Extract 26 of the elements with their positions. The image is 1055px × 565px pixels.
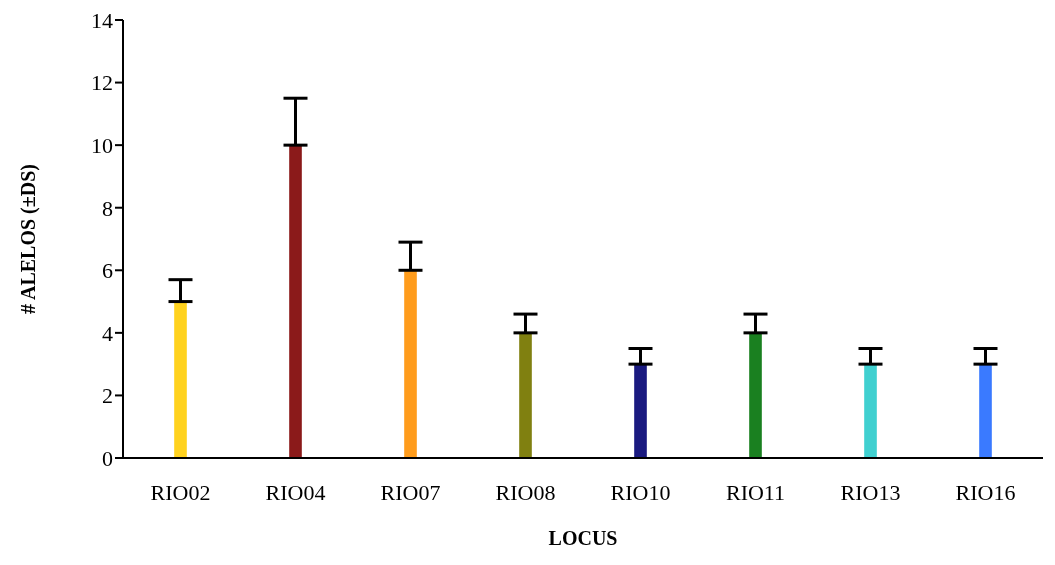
y-tick-label: 0: [102, 445, 113, 471]
bar: [634, 363, 647, 458]
y-tick-label: 14: [91, 7, 113, 33]
bar: [864, 363, 877, 458]
x-tick-label: RIO02: [150, 479, 211, 505]
x-tick-label: RIO16: [955, 479, 1016, 505]
y-tick-label: 12: [91, 70, 113, 96]
bar: [404, 269, 417, 458]
x-tick-label: RIO04: [265, 479, 326, 505]
bar: [979, 363, 992, 458]
bar: [289, 144, 302, 458]
x-tick-label: RIO13: [840, 479, 901, 505]
x-tick-label: RIO10: [610, 479, 671, 505]
x-tick-label: RIO07: [380, 479, 441, 505]
y-tick-label: 10: [91, 132, 113, 158]
x-axis-title: LOCUS: [548, 527, 618, 549]
bar: [519, 332, 532, 458]
y-tick-label: 8: [102, 195, 113, 221]
x-tick-label: RIO08: [495, 479, 556, 505]
y-tick-label: 6: [102, 258, 113, 284]
y-tick-label: 2: [102, 383, 113, 409]
bar: [174, 301, 187, 458]
x-tick-label: RIO11: [725, 479, 786, 505]
y-axis-title: # ALELOS (±DS): [17, 164, 41, 314]
bar: [749, 332, 762, 458]
y-tick-label: 4: [102, 320, 113, 346]
